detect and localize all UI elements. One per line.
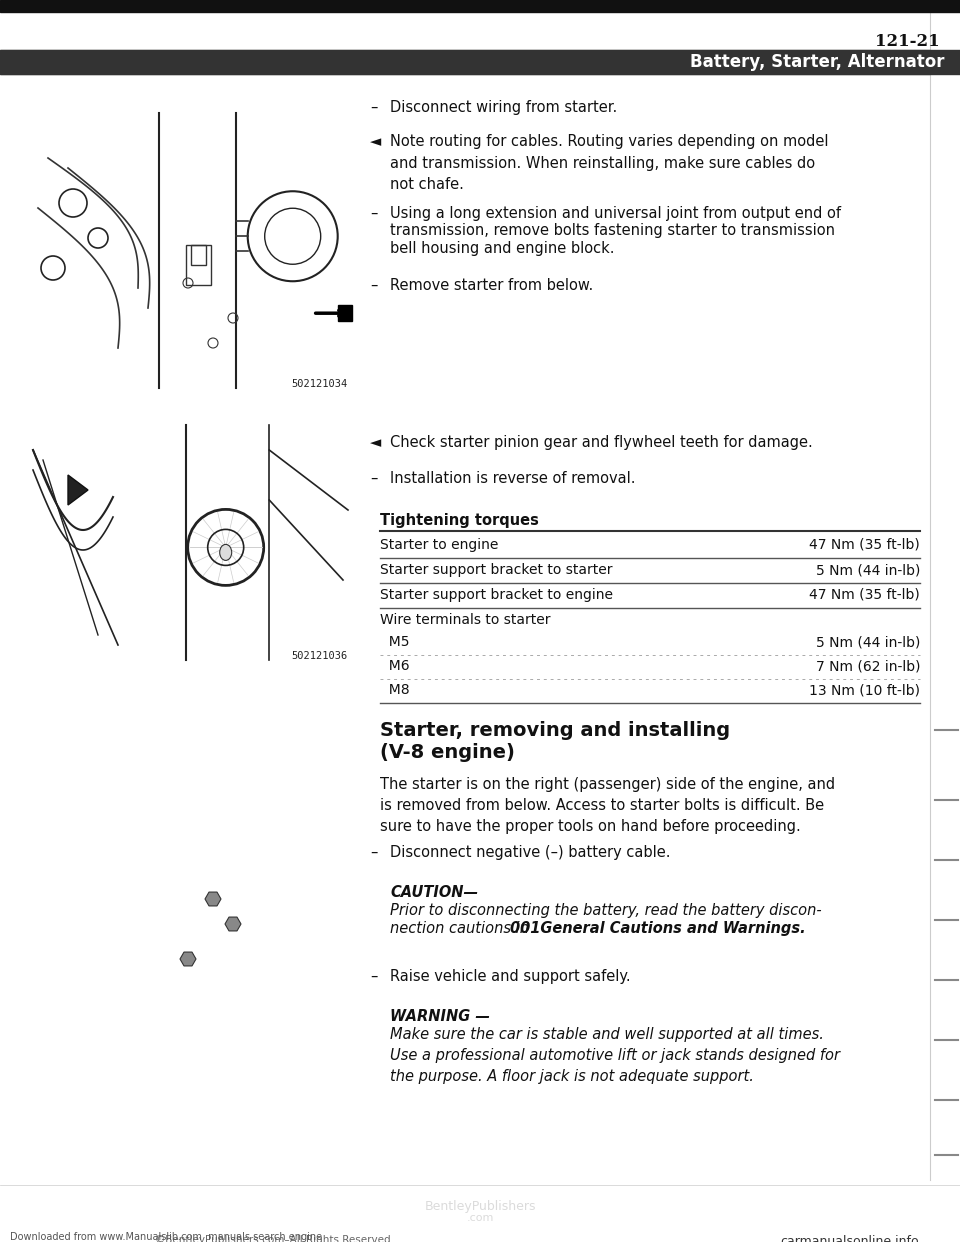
Text: Battery, Starter, Alternator: Battery, Starter, Alternator xyxy=(690,53,945,71)
Text: 502121034: 502121034 xyxy=(292,379,348,389)
Text: ◄: ◄ xyxy=(370,134,381,149)
Text: 5 Nm (44 in-lb): 5 Nm (44 in-lb) xyxy=(816,635,920,650)
Text: 47 Nm (35 ft-lb): 47 Nm (35 ft-lb) xyxy=(809,538,920,551)
Text: –: – xyxy=(370,206,377,221)
Text: –: – xyxy=(370,278,377,293)
Text: Using a long extension and universal joint from output end of
transmission, remo: Using a long extension and universal joi… xyxy=(390,206,841,256)
Text: nection cautions in: nection cautions in xyxy=(390,922,534,936)
Text: Downloaded from www.Manualslib.com  manuals search engine: Downloaded from www.Manualslib.com manua… xyxy=(10,1232,323,1242)
Ellipse shape xyxy=(220,544,231,560)
Text: 001General Cautions and Warnings.: 001General Cautions and Warnings. xyxy=(510,922,805,936)
Polygon shape xyxy=(68,474,88,505)
Polygon shape xyxy=(205,892,221,905)
Bar xyxy=(0,0,960,12)
Text: Remove starter from below.: Remove starter from below. xyxy=(390,278,593,293)
Bar xyxy=(380,879,920,951)
Text: M8: M8 xyxy=(380,683,410,697)
Bar xyxy=(18,420,353,664)
Text: The starter is on the right (passenger) side of the engine, and
is removed from : The starter is on the right (passenger) … xyxy=(380,777,835,833)
Text: –: – xyxy=(370,845,377,859)
Text: .com: .com xyxy=(467,1213,493,1223)
Text: Starter to engine: Starter to engine xyxy=(380,538,498,551)
Text: –: – xyxy=(370,471,377,486)
Text: Check starter pinion gear and flywheel teeth for damage.: Check starter pinion gear and flywheel t… xyxy=(390,435,813,450)
Bar xyxy=(18,108,353,392)
Bar xyxy=(0,50,930,75)
Bar xyxy=(190,245,205,265)
Bar xyxy=(0,50,960,75)
Bar xyxy=(185,245,210,284)
Text: Note routing for cables. Routing varies depending on model
and transmission. Whe: Note routing for cables. Routing varies … xyxy=(390,134,828,193)
Text: ©BentleyPublishers.com–All Rights Reserved: ©BentleyPublishers.com–All Rights Reserv… xyxy=(155,1235,391,1242)
Text: M5: M5 xyxy=(380,635,410,650)
Text: 121-21: 121-21 xyxy=(876,34,940,51)
Text: (V-8 engine): (V-8 engine) xyxy=(380,743,515,763)
Text: –: – xyxy=(370,101,377,116)
Text: 13 Nm (10 ft-lb): 13 Nm (10 ft-lb) xyxy=(809,683,920,697)
Text: Raise vehicle and support safely.: Raise vehicle and support safely. xyxy=(390,969,631,984)
Text: WARNING —: WARNING — xyxy=(390,1009,490,1023)
Text: Make sure the car is stable and well supported at all times.
Use a professional : Make sure the car is stable and well sup… xyxy=(390,1027,840,1084)
Text: Wire terminals to starter: Wire terminals to starter xyxy=(380,614,550,627)
Text: Starter support bracket to engine: Starter support bracket to engine xyxy=(380,587,613,602)
Text: –: – xyxy=(370,969,377,984)
Text: ◄: ◄ xyxy=(370,435,381,450)
Text: Installation is reverse of removal.: Installation is reverse of removal. xyxy=(390,471,636,486)
Bar xyxy=(338,306,352,322)
Text: 47 Nm (35 ft-lb): 47 Nm (35 ft-lb) xyxy=(809,587,920,602)
Text: 5 Nm (44 in-lb): 5 Nm (44 in-lb) xyxy=(816,563,920,578)
Text: Prior to disconnecting the battery, read the battery discon-: Prior to disconnecting the battery, read… xyxy=(390,903,822,918)
Text: Disconnect negative (–) battery cable.: Disconnect negative (–) battery cable. xyxy=(390,845,670,859)
Text: 502121036: 502121036 xyxy=(292,651,348,661)
Text: Starter, removing and installing: Starter, removing and installing xyxy=(380,722,731,740)
Text: Tightening torques: Tightening torques xyxy=(380,513,539,528)
Polygon shape xyxy=(225,917,241,932)
Polygon shape xyxy=(180,953,196,966)
Text: M6: M6 xyxy=(380,660,410,673)
Text: 7 Nm (62 in-lb): 7 Nm (62 in-lb) xyxy=(815,660,920,673)
Text: carmanualsonline.info: carmanualsonline.info xyxy=(780,1235,919,1242)
Text: BentleyPublishers: BentleyPublishers xyxy=(424,1200,536,1213)
Text: Starter support bracket to starter: Starter support bracket to starter xyxy=(380,563,612,578)
Text: CAUTION—: CAUTION— xyxy=(390,886,478,900)
Text: Disconnect wiring from starter.: Disconnect wiring from starter. xyxy=(390,101,617,116)
Bar xyxy=(380,1004,920,1087)
